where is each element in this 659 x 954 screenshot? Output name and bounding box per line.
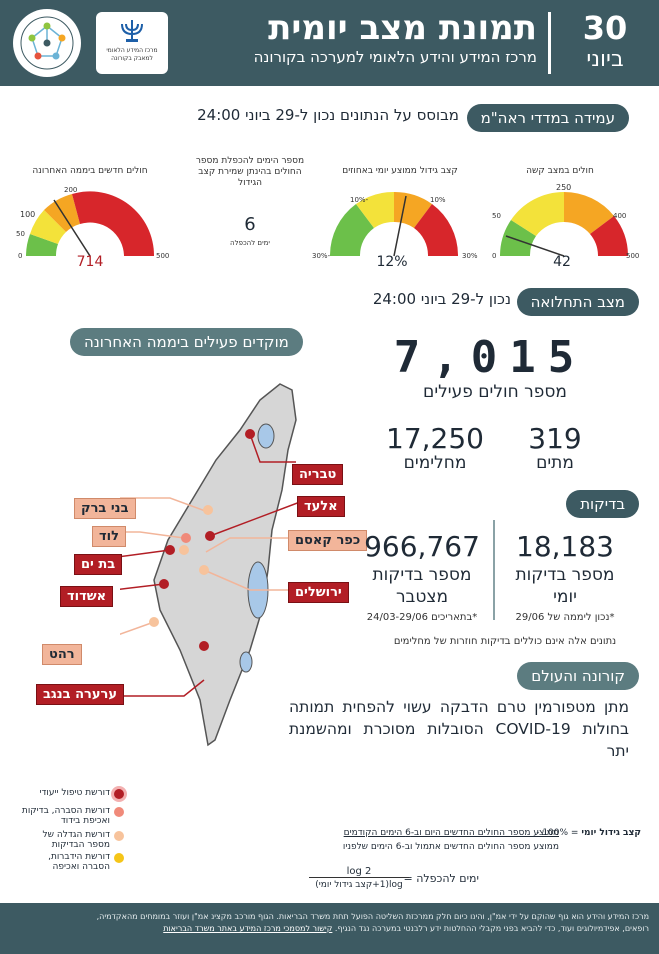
israel-map bbox=[120, 383, 301, 747]
footer-line-2: רופאים, אפידמיולוגים ועוד, כדי להביא בפנ… bbox=[334, 924, 649, 933]
gauge-severe bbox=[499, 191, 628, 257]
world-pill: קורונה והעולם bbox=[517, 662, 639, 690]
city-kafr-qasim: כפר קאסם bbox=[288, 530, 368, 551]
footer-line-1: מרכז המידע והידע הוא גוף שהוקם על ידי אמ… bbox=[96, 912, 649, 921]
total-tests-value: 966,767 bbox=[364, 530, 480, 563]
legend-label-yellow: דורשת הידברות, הסברה ואכיפה bbox=[48, 852, 110, 872]
legend-dot-red bbox=[114, 789, 124, 799]
gov-logo-text: מרכז המידע הלאומי למאבק בקורונה bbox=[106, 47, 158, 62]
page-title: תמונת מצב יומית bbox=[268, 8, 537, 48]
gauge-new bbox=[26, 191, 155, 257]
doubling-formula-label: ימים להכפלה bbox=[416, 872, 479, 885]
measures-note: מבוסס על הנתונים נכון ל-29 ביוני 24:00 bbox=[197, 106, 459, 124]
doubling-formula: ימים להכפלה = bbox=[270, 872, 479, 885]
recovered-value: 17,250 bbox=[386, 422, 484, 455]
city-jerusalem: ירושלים bbox=[288, 582, 349, 603]
growth-formula-label: קצב גידול יומי bbox=[581, 828, 641, 838]
outbreak-pill: מצב התחלואה bbox=[516, 288, 639, 316]
gauge-growth-tick-3: 30% bbox=[462, 252, 478, 260]
menorah-icon bbox=[121, 20, 143, 42]
header-divider bbox=[548, 12, 551, 74]
doubling-formula-eq: = bbox=[403, 872, 413, 885]
growth-formula-num: ממוצע מספר החולים החדשים היום וב-6 הימים… bbox=[343, 828, 559, 838]
legend-dot-yellow bbox=[114, 853, 124, 863]
center-logo-icon bbox=[13, 9, 81, 77]
legend-label-pink: דורשת הסברה, בדיקות ואכיפת בידוד bbox=[21, 806, 110, 826]
footer-link[interactable]: קישור למסמכי מרכז המידע באתר משרד הבריאו… bbox=[163, 924, 333, 933]
gauge-new-tick-2: 100 bbox=[20, 210, 36, 219]
footer: מרכז המידע והידע הוא גוף שהוקם על ידי אמ… bbox=[0, 903, 659, 954]
gauge-growth-tick-2: 10% bbox=[430, 196, 446, 204]
city-ashdod: אשדוד bbox=[60, 586, 114, 607]
gauge-new-value: 714 bbox=[76, 254, 104, 270]
deaths-label: מתים bbox=[536, 453, 574, 473]
gauge-severe-tick-2: 250 bbox=[556, 183, 572, 192]
total-tests-note: *בתאריכים 24/03-29/06 bbox=[366, 612, 478, 623]
page-subtitle: מרכז המידע והידע הלאומי למערכה בקורונה bbox=[253, 48, 537, 66]
city-rahat: רהט bbox=[42, 644, 82, 665]
daily-tests-label: מספר בדיקות יומי bbox=[515, 565, 615, 607]
gov-logo: מרכז המידע הלאומי למאבק בקורונה bbox=[96, 12, 168, 74]
legend-label-red: דורשת טיפול ייעודי bbox=[39, 788, 110, 798]
tests-pill: בדיקות bbox=[566, 490, 639, 518]
gauge-new-tick-1: 50 bbox=[16, 230, 25, 238]
deaths-value: 319 bbox=[528, 422, 582, 455]
gauge-new-tick-0: 0 bbox=[18, 252, 23, 260]
date-day: 30 bbox=[582, 9, 628, 47]
active-cases-label: מספר חולים פעילים bbox=[423, 382, 567, 402]
growth-formula-eq: = 100% - bbox=[536, 828, 579, 838]
gauge-severe-tick-1: 50 bbox=[492, 212, 501, 220]
gauge-growth-value: 12% bbox=[376, 254, 408, 270]
tests-divider bbox=[493, 520, 495, 620]
date-month: ביוני bbox=[586, 47, 624, 72]
date-block: 30 ביוני bbox=[565, 10, 645, 74]
gauge-severe-tick-3: 400 bbox=[613, 212, 627, 220]
doubling-title: מספר הימים להכפלת מספר החולים בהינתן שמי… bbox=[195, 156, 305, 188]
recovered-label: מחלימים bbox=[403, 453, 467, 473]
gauge-growth-tick-0: -30% bbox=[312, 252, 331, 260]
header-bar: 30 ביוני תמונת מצב יומית מרכז המידע והיד… bbox=[0, 0, 659, 86]
outbreak-note: נכון ל-29 ביוני 24:00 bbox=[372, 290, 511, 308]
doubling-unit: ימים להכפלה bbox=[230, 239, 270, 247]
legend-dot-peach bbox=[114, 831, 124, 841]
gauge-severe-title: חולים במצב קשה bbox=[526, 166, 594, 176]
hotspots-pill: מוקדים פעילים ביממה האחרונה bbox=[70, 328, 303, 356]
gauge-growth-title: קצב גידול ממוצע יומי באחוזים bbox=[342, 166, 458, 176]
world-text: מתן מטפורמין טרם הדבקה עשוי להפחית תמותה… bbox=[289, 698, 629, 760]
city-arara: ערערה בנגב bbox=[36, 684, 124, 705]
active-cases-value: 7,015 bbox=[393, 332, 587, 383]
gauge-new-tick-4: 500 bbox=[156, 252, 170, 260]
city-bnei-brak: בני ברק bbox=[74, 498, 136, 519]
gauge-new-tick-3: 200 bbox=[64, 186, 78, 194]
doubling-formula-den: log(1+קצב גידול יומי) bbox=[315, 880, 403, 890]
gauge-severe-tick-4: 500 bbox=[626, 252, 640, 260]
gauge-growth-tick-1: -10% bbox=[350, 196, 369, 204]
daily-tests-value: 18,183 bbox=[516, 530, 614, 563]
legend-label-peach: דורשת הגדלה של מספר הבדיקות bbox=[42, 830, 110, 850]
daily-tests-note: *נכון ליממה של 29/06 bbox=[515, 612, 615, 623]
doubling-value: 6 bbox=[244, 214, 256, 235]
growth-formula-den: ממוצע מספר החולים החדשים אתמול וב-6 הימי… bbox=[342, 842, 559, 852]
tests-disclaimer: נתונים אלה אינם כוללים בדיקות חוזרות של … bbox=[393, 636, 617, 647]
legend-dot-pink bbox=[114, 807, 124, 817]
city-lod: לוד bbox=[92, 526, 126, 547]
city-elad: אלעד bbox=[297, 496, 345, 517]
gauge-severe-value: 42 bbox=[553, 254, 571, 270]
gauge-severe-tick-0: 0 bbox=[492, 252, 497, 260]
gauge-new-title: חולים חדשים ביממה האחרונה bbox=[32, 166, 148, 176]
growth-formula: קצב גידול יומי = 100% - bbox=[270, 828, 641, 838]
gauge-growth bbox=[329, 191, 459, 257]
total-tests-label: מספר בדיקות מצטבר bbox=[372, 565, 472, 607]
city-bat-yam: בת ים bbox=[74, 554, 123, 575]
measures-pill: עמידה במדדי ראה"מ bbox=[466, 104, 629, 132]
doubling-formula-num: log 2 bbox=[309, 866, 409, 878]
city-tiberias: טבריה bbox=[292, 464, 344, 485]
